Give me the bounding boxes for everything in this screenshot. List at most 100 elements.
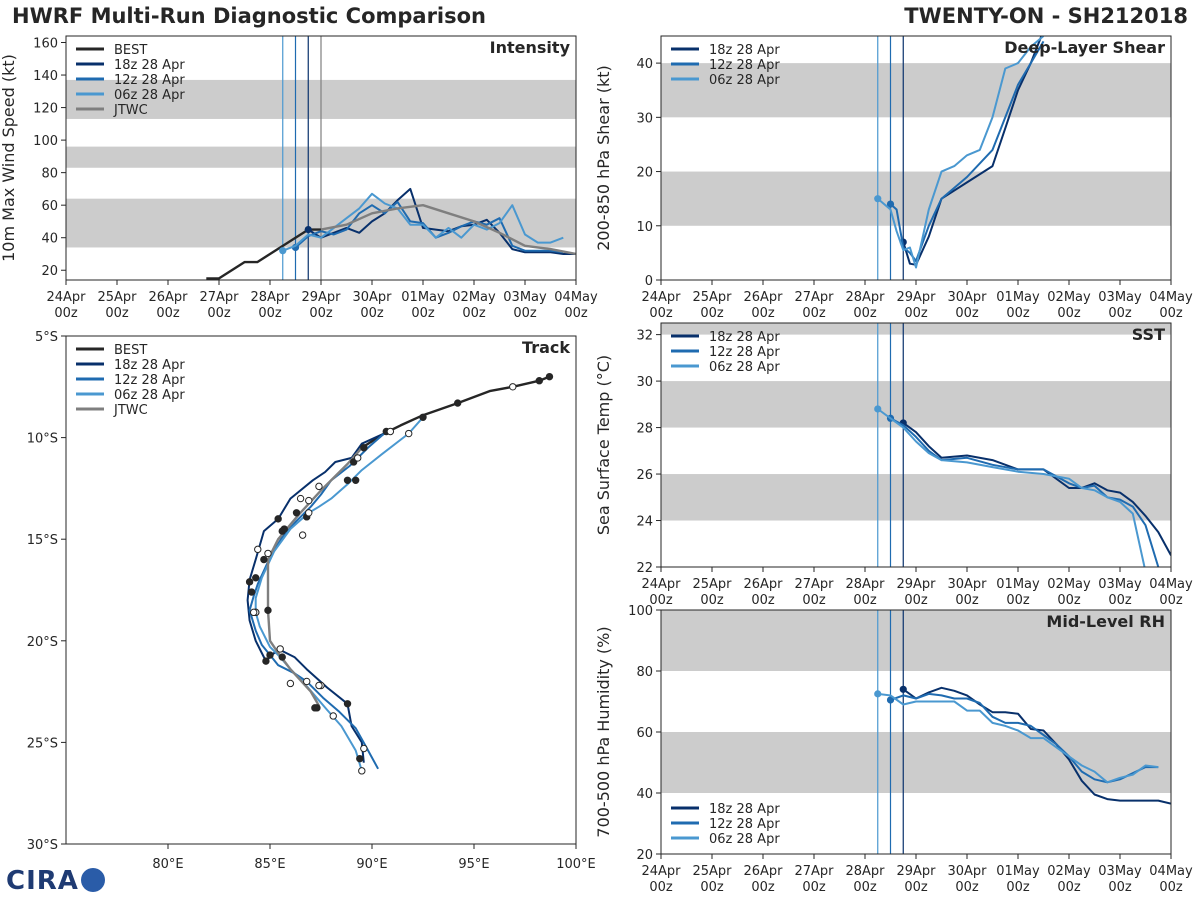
shear-series-run18 [902, 36, 1043, 266]
sst-legend-label: 12z 28 Apr [709, 345, 780, 360]
intensity-series-jtwc [320, 203, 576, 256]
sst-xtick-label: 24Apr [641, 577, 681, 592]
sst-legend-label: 18z 28 Apr [709, 330, 780, 345]
rh-xtick-label: 27Apr [794, 864, 834, 879]
shear-xtick-label-hour: 00z [649, 306, 673, 321]
intensity-xtick-label-hour: 00z [156, 306, 180, 321]
cira-logo-mark [80, 868, 105, 892]
sst-band-2 [661, 323, 1171, 335]
intensity-plot-area [66, 36, 576, 280]
rh-xtick-label: 29Apr [896, 864, 936, 879]
track-plot-area [245, 372, 554, 775]
rh-xtick-label-hour: 00z [853, 880, 877, 895]
shear-ytick-label: 0 [645, 274, 653, 289]
sst-xtick-label: 04May [1149, 577, 1193, 592]
track-marker-run18 [356, 754, 364, 763]
rh-xtick-label-hour: 00z [751, 880, 775, 895]
track-marker-run18 [252, 574, 260, 582]
sst-xtick-label-hour: 00z [904, 593, 928, 608]
sst-xtick-label-hour: 00z [649, 593, 673, 608]
intensity-xtick-label-hour: 00z [411, 306, 435, 321]
track-marker-run18 [343, 700, 352, 708]
rh-series-run06 [877, 692, 1159, 784]
sst-xtick-label: 27Apr [794, 577, 834, 592]
shear-xtick-label: 28Apr [845, 290, 885, 305]
sst-panel: 22242628303224Apr00z25Apr00z26Apr00z27Ap… [594, 322, 1193, 608]
track-ytick-label: 30°S [27, 838, 58, 853]
track-panel-title: Track [522, 338, 570, 357]
track-xtick-label: 85°E [254, 857, 285, 872]
track-legend-label: JTWC [113, 403, 148, 418]
shear-xtick-label: 04May [1149, 290, 1193, 305]
track-marker-run06 [305, 496, 313, 505]
intensity-xtick-label: 27Apr [199, 290, 239, 305]
track-marker-run12 [315, 681, 323, 690]
cira-logo-text: CIRA [6, 866, 79, 896]
shear-xtick-label-hour: 00z [904, 306, 928, 321]
shear-series-run06 [877, 36, 1045, 269]
track-marker-run18 [360, 744, 368, 753]
intensity-xtick-label-hour: 00z [54, 306, 78, 321]
track-ytick-label: 25°S [27, 736, 58, 751]
sst-series-run18 [902, 422, 1171, 556]
sst-xtick-label-hour: 00z [955, 593, 979, 608]
track-xtick-label: 95°E [458, 857, 489, 872]
shear-xtick-label: 29Apr [896, 290, 936, 305]
intensity-ytick-label: 20 [41, 264, 58, 279]
intensity-legend-label: 06z 28 Apr [114, 88, 185, 103]
track-marker-run06 [405, 429, 413, 438]
intensity-xtick-label: 04May [554, 290, 598, 305]
intensity-xtick-label-hour: 00z [462, 306, 486, 321]
rh-xtick-label: 24Apr [641, 864, 681, 879]
intensity-ytick-label: 100 [33, 134, 58, 149]
intensity-series-run06 [282, 192, 564, 252]
rh-xtick-label: 03May [1098, 864, 1142, 879]
sst-ytick-label: 30 [636, 375, 653, 390]
track-marker-run18 [360, 444, 368, 452]
track-marker-run18 [278, 653, 286, 661]
intensity-xtick-label: 02May [452, 290, 496, 305]
track-ytick-label: 20°S [27, 635, 58, 650]
track-marker-run12 [305, 509, 313, 517]
sst-xtick-label: 28Apr [845, 577, 885, 592]
rh-ytick-label: 80 [636, 665, 653, 680]
intensity-xtick-label: 30Apr [352, 290, 392, 305]
shear-legend-label: 18z 28 Apr [709, 43, 780, 58]
sst-xtick-label-hour: 00z [751, 593, 775, 608]
track-marker-run12 [296, 494, 305, 503]
rh-plot-area [661, 610, 1171, 854]
intensity-xtick-label-hour: 00z [564, 306, 588, 321]
track-marker-run12 [247, 588, 256, 596]
sst-xtick-label: 25Apr [692, 577, 732, 592]
track-marker-run18 [245, 578, 254, 586]
storm-id-title: TWENTY-ON - SH212018 [904, 4, 1188, 28]
rh-xtick-label-hour: 00z [904, 880, 928, 895]
track-marker-run12 [298, 531, 307, 539]
track-marker-best [509, 383, 517, 391]
track-marker-run12 [266, 651, 274, 659]
sst-legend-label: 06z 28 Apr [709, 360, 780, 375]
track-marker-run18 [262, 657, 270, 665]
intensity-series-run18 [307, 187, 576, 255]
track-marker-run12 [303, 677, 311, 686]
track-legend-label: 12z 28 Apr [114, 373, 185, 388]
shear-xtick-label-hour: 00z [1159, 306, 1183, 321]
track-xtick-label: 90°E [356, 857, 387, 872]
track-marker-run12 [311, 704, 319, 712]
intensity-ytick-label: 160 [33, 37, 58, 52]
rh-band-0 [661, 732, 1171, 793]
track-marker-run18 [260, 555, 268, 564]
shear-xtick-label: 02May [1047, 290, 1091, 305]
sst-xtick-label: 03May [1098, 577, 1142, 592]
sst-xtick-label-hour: 00z [853, 593, 877, 608]
intensity-start-point-run18 [304, 225, 312, 234]
shear-panel-title: Deep-Layer Shear [1004, 38, 1165, 57]
rh-xtick-label-hour: 00z [802, 880, 826, 895]
track-marker-jtwc [351, 476, 360, 484]
sst-xtick-label-hour: 00z [1108, 593, 1132, 608]
intensity-ytick-label: 80 [41, 167, 58, 182]
track-marker-jtwc [264, 606, 272, 615]
intensity-xtick-label: 01May [401, 290, 445, 305]
figure-title: HWRF Multi-Run Diagnostic Comparison [12, 4, 487, 28]
rh-xtick-label: 28Apr [845, 864, 885, 879]
